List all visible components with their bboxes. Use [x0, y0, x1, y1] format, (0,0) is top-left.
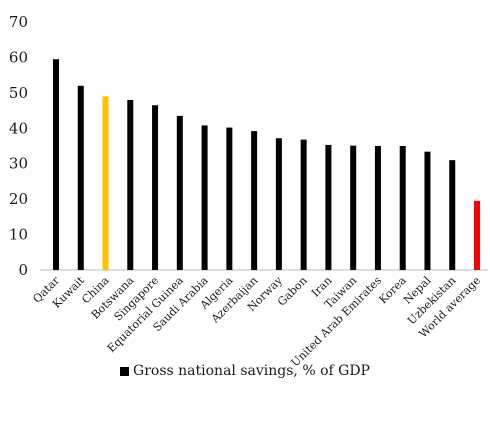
y-tick-label: 40 [9, 119, 28, 137]
bar [275, 138, 282, 270]
y-tick-label: 30 [9, 155, 28, 173]
bar [152, 105, 159, 270]
bar [300, 139, 307, 270]
y-axis: 0 10 20 30 40 50 60 70 [9, 13, 488, 279]
y-tick-label: 70 [9, 13, 28, 31]
bar [251, 131, 258, 270]
bar [424, 151, 431, 270]
bar [350, 145, 357, 270]
bar [325, 144, 332, 270]
bar [399, 146, 406, 270]
bar [77, 85, 84, 271]
bar [226, 127, 233, 270]
bar [102, 96, 109, 271]
x-axis: QatarKuwaitChinaBotswanaSingaporeEquator… [30, 273, 483, 369]
bar [176, 115, 183, 270]
bar [127, 99, 134, 270]
y-tick-label: 60 [9, 48, 28, 66]
legend-label: Gross national savings, % of GDP [133, 363, 370, 379]
bar [474, 200, 480, 270]
y-tick-label: 20 [9, 190, 28, 208]
bar [53, 59, 59, 271]
bars [53, 59, 480, 271]
legend-swatch [120, 366, 130, 376]
bar [374, 146, 381, 270]
y-tick-label: 0 [18, 261, 28, 279]
bar [201, 125, 208, 270]
y-tick-label: 50 [9, 84, 28, 102]
bar [449, 160, 456, 270]
y-tick-label: 10 [9, 226, 28, 244]
legend: Gross national savings, % of GDP [0, 361, 490, 381]
